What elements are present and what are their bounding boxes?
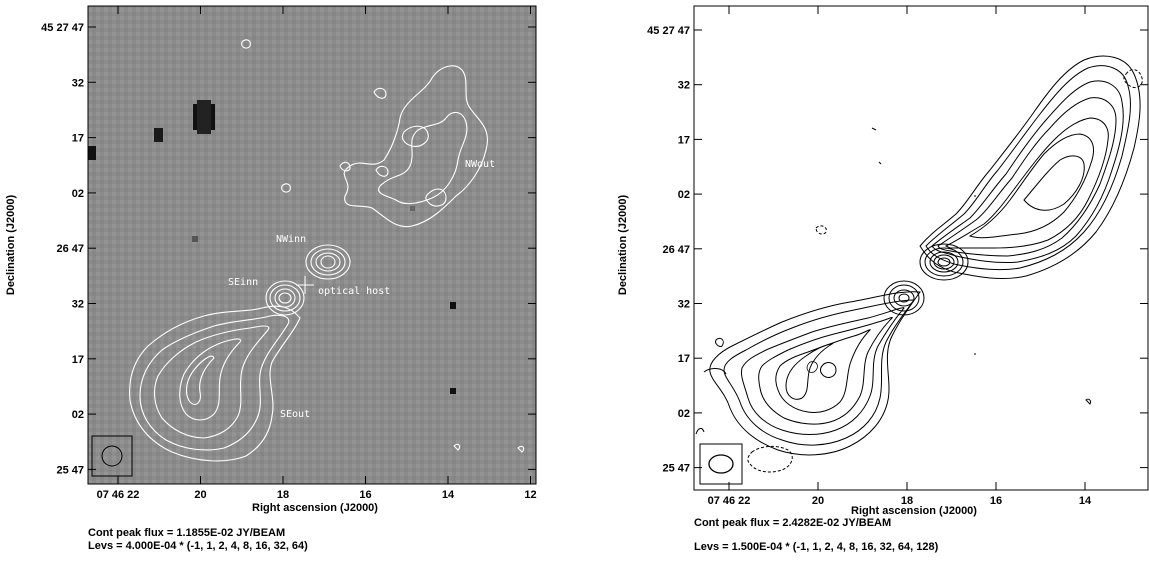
y-tick-labels: 45 27 47 32 17 02 26 47 32 17 02 25 47 <box>647 25 690 475</box>
y-tick-label: 17 <box>678 353 690 365</box>
radio-contours <box>129 39 525 462</box>
x-axis-label: Right ascension (J2000) <box>851 505 977 517</box>
label-seinn: SEinn <box>228 277 258 288</box>
y-tick-label: 02 <box>72 409 84 421</box>
y-tick-label: 32 <box>72 77 84 89</box>
label-nwout: NWout <box>465 159 495 170</box>
radio-contours <box>695 55 1141 456</box>
caption-peak-flux: Cont peak flux = 1.1855E-02 JY/BEAM <box>88 527 286 539</box>
x-tick-label: 16 <box>359 489 371 501</box>
x-tick-label: 14 <box>1079 495 1092 507</box>
x-tick-label: 20 <box>812 495 824 507</box>
beam-box <box>699 443 743 485</box>
image-features <box>88 100 456 394</box>
caption-levels: Levs = 1.500E-04 * (-1, 1, 2, 4, 8, 16, … <box>694 541 939 553</box>
y-tick-label: 26 47 <box>662 244 690 256</box>
negative-contours <box>747 69 1143 473</box>
caption-levels: Levs = 4.000E-04 * (-1, 1, 2, 4, 8, 16, … <box>88 540 308 552</box>
y-tick-label: 02 <box>678 189 690 201</box>
y-tick-label: 32 <box>678 80 690 92</box>
left-figure: NWout NWinn SEinn optical host SEout 45 … <box>0 0 560 560</box>
x-tick-label: 18 <box>277 489 289 501</box>
optical-image <box>88 6 536 484</box>
beam-ellipse <box>708 454 734 474</box>
beam-ellipse <box>101 445 123 467</box>
x-tick-label: 07 46 22 <box>708 495 751 507</box>
x-tick-label: 18 <box>901 495 913 507</box>
plot-frame <box>87 5 537 485</box>
y-tick-label: 02 <box>678 408 690 420</box>
y-axis-label: Declination (J2000) <box>5 195 17 296</box>
label-seout: SEout <box>280 409 310 420</box>
x-tick-label: 16 <box>990 495 1002 507</box>
y-tick-label: 32 <box>72 299 84 311</box>
y-tick-label: 02 <box>72 188 84 200</box>
x-tick-label: 14 <box>442 489 455 501</box>
x-tick-labels: 07 46 22 20 18 16 14 12 <box>97 489 537 501</box>
x-tick-label: 12 <box>524 489 536 501</box>
y-tick-label: 25 47 <box>56 464 84 476</box>
axis-ticks <box>694 6 1148 490</box>
y-tick-label: 32 <box>678 299 690 311</box>
plot-frame <box>693 5 1149 491</box>
label-optical-host: optical host <box>318 286 390 297</box>
x-axis-label: Right ascension (J2000) <box>252 502 378 514</box>
y-axis-label: Declination (J2000) <box>617 195 629 296</box>
beam-box <box>91 435 133 477</box>
label-nwinn: NWinn <box>276 234 306 245</box>
y-tick-label: 45 27 47 <box>647 25 690 37</box>
left-plot: NWout NWinn SEinn optical host SEout 45 … <box>5 5 537 514</box>
x-tick-label: 20 <box>194 489 206 501</box>
caption-peak-flux: Cont peak flux = 2.4282E-02 JY/BEAM <box>694 517 892 529</box>
y-tick-label: 45 27 47 <box>41 22 84 34</box>
right-figure: 45 27 47 32 17 02 26 47 32 17 02 25 47 07 46 22 2… <box>574 0 1149 560</box>
y-tick-labels: 45 27 47 32 17 02 26 47 32 17 02 25 47 <box>41 22 84 476</box>
y-tick-label: 17 <box>72 133 84 145</box>
y-tick-label: 17 <box>72 354 84 366</box>
y-tick-label: 25 47 <box>662 463 690 475</box>
right-plot: 45 27 47 32 17 02 26 47 32 17 02 25 47 07 46 22 2… <box>617 5 1149 517</box>
x-tick-label: 07 46 22 <box>97 489 140 501</box>
y-tick-label: 26 47 <box>56 243 84 255</box>
optical-host-marker <box>296 276 314 294</box>
axis-ticks <box>88 6 536 484</box>
y-tick-label: 17 <box>678 134 690 146</box>
